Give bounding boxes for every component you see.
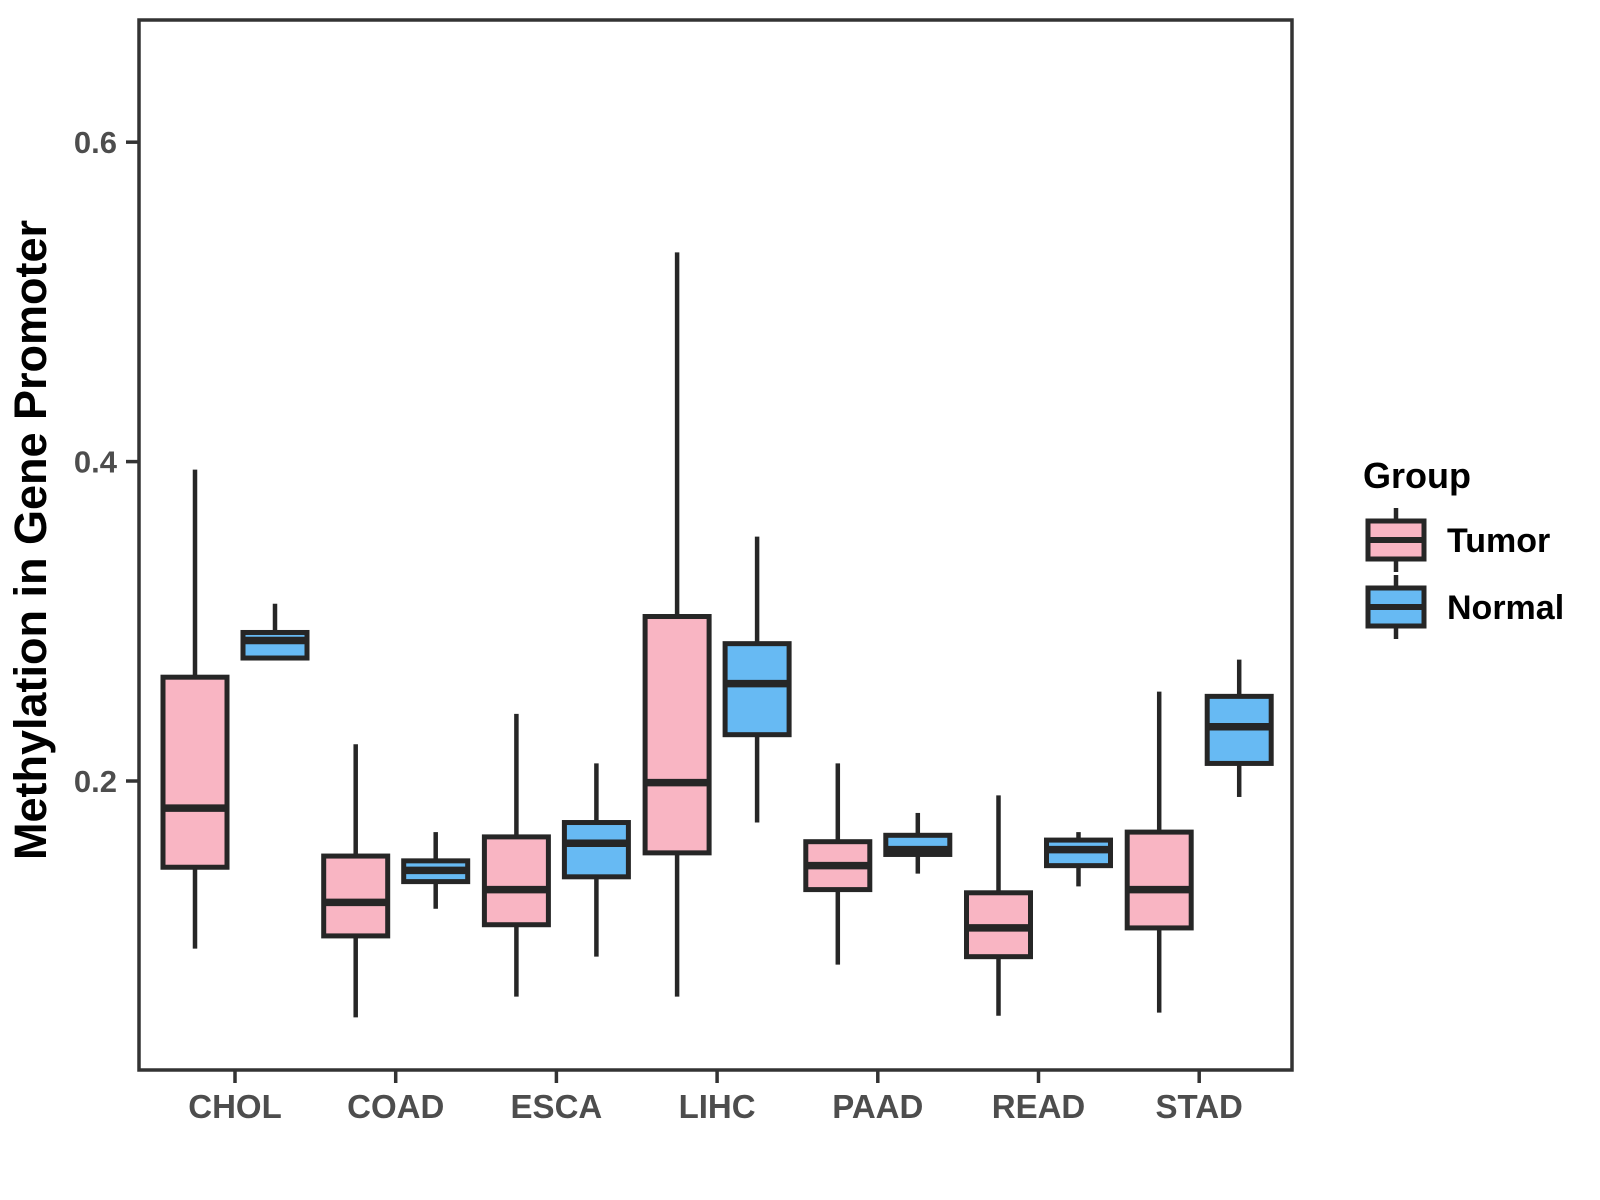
y-axis-tick-label: 0.4 (74, 445, 118, 480)
boxplot-lihc-tumor-box (642, 614, 712, 856)
y-axis-tick-label: 0.2 (74, 764, 117, 799)
legend-title: Group (1363, 455, 1471, 496)
x-axis-label-stad: STAD (1156, 1088, 1243, 1125)
x-axis-label-read: READ (992, 1088, 1086, 1125)
legend-label-normal: Normal (1447, 589, 1564, 627)
plot-panel-border (137, 18, 1294, 1072)
x-axis-label-chol: CHOL (188, 1088, 282, 1125)
boxplot-chol-tumor-box (160, 674, 230, 870)
boxplot-esca-tumor-box (481, 834, 551, 928)
boxplot-lihc-normal-box (722, 641, 792, 738)
x-axis-label-paad: PAAD (832, 1088, 923, 1125)
x-axis-label-lihc: LIHC (679, 1088, 756, 1125)
legend-label-tumor: Tumor (1447, 522, 1550, 560)
boxplot-stad-tumor-box (1124, 829, 1194, 931)
boxplot-esca-normal-box (561, 820, 631, 880)
boxplot-chol-normal-box (240, 629, 310, 661)
x-axis-label-esca: ESCA (511, 1088, 603, 1125)
y-axis-title: Methylation in Gene Promoter (5, 220, 56, 860)
boxplot-coad-tumor-box (321, 853, 391, 939)
x-axis-label-coad: COAD (347, 1088, 444, 1125)
y-axis-tick-label: 0.6 (74, 125, 117, 160)
